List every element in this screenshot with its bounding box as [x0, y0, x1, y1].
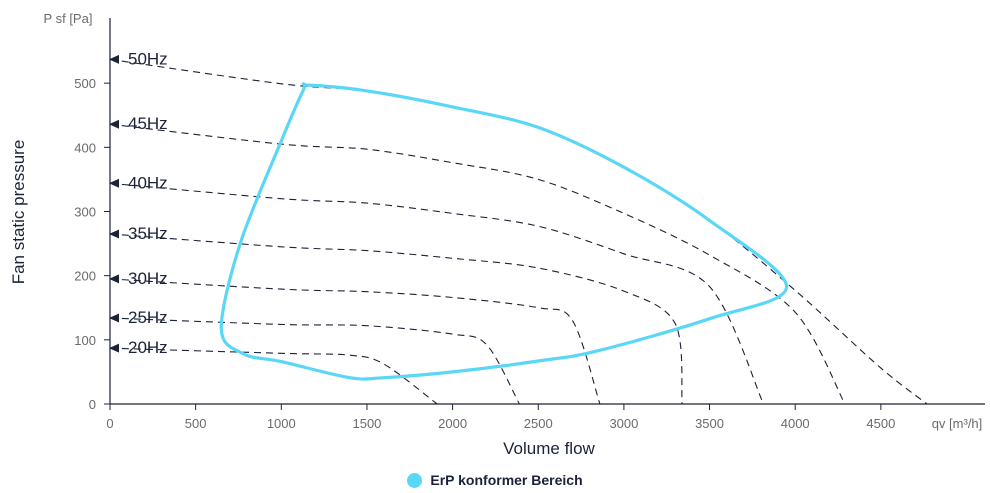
- legend-marker: [407, 473, 423, 488]
- axes-layer: [104, 18, 985, 410]
- y-axis-title: Fan static pressure: [9, 140, 28, 285]
- speed-label: 50Hz: [128, 49, 168, 68]
- legend-label: ErP konformer Bereich: [430, 472, 583, 488]
- y-tick-label: 300: [74, 204, 96, 219]
- speed-curve: [109, 347, 438, 405]
- x-tick-label: 3000: [609, 416, 638, 431]
- speed-marker-arrow: [109, 119, 119, 129]
- speed-label: 25Hz: [128, 308, 168, 327]
- erp-area-layer: [219, 82, 789, 381]
- x-tick-label: 500: [185, 416, 207, 431]
- x-tick-label: 1500: [352, 416, 381, 431]
- y-tick-label: 400: [74, 140, 96, 155]
- speed-curve: [109, 58, 928, 405]
- x-tick-label: 2500: [524, 416, 553, 431]
- speed-label: 35Hz: [128, 224, 168, 243]
- speed-marker-arrow: [109, 54, 119, 64]
- speed-curve: [109, 278, 601, 405]
- y-tick-label: 200: [74, 269, 96, 284]
- speed-curves-layer: [109, 58, 928, 405]
- speed-marker-arrow: [109, 274, 119, 284]
- chart: 0 100 200 300 400 500 0 500 1000 1500 2000 2500 3000…: [9, 11, 985, 458]
- x-tick-label: 3500: [695, 416, 724, 431]
- x-tick-label: 1000: [267, 416, 296, 431]
- y-tick-label: 500: [74, 76, 96, 91]
- y-tick-label: 100: [74, 333, 96, 348]
- labels-layer: 0 100 200 300 400 500 0 500 1000 1500 2000 2500 3000…: [9, 11, 982, 458]
- speed-curve: [109, 123, 846, 405]
- x-tick-label: 2000: [438, 416, 467, 431]
- speed-curve: [109, 233, 683, 405]
- x-axis-title: Volume flow: [503, 439, 595, 458]
- speed-curve: [109, 317, 520, 405]
- speed-marker-arrow: [109, 343, 119, 353]
- y-unit-label: P sf [Pa]: [44, 11, 93, 26]
- y-tick-label: 0: [89, 397, 96, 412]
- speed-curve: [109, 182, 765, 405]
- speed-label: 40Hz: [128, 173, 168, 192]
- speed-marker-arrow: [109, 313, 119, 323]
- speed-label: 20Hz: [128, 338, 168, 357]
- speed-label: 45Hz: [128, 114, 168, 133]
- x-tick-label: 0: [106, 416, 113, 431]
- erp-area-outline: [219, 82, 789, 381]
- speed-label: 30Hz: [128, 269, 168, 288]
- x-tick-label: 4500: [866, 416, 895, 431]
- legend[interactable]: ErP konformer Bereich: [0, 472, 990, 488]
- x-tick-label: 4000: [781, 416, 810, 431]
- x-unit-label: qv [m³/h]: [932, 416, 983, 431]
- speed-marker-arrow: [109, 229, 119, 239]
- speed-marker-arrow: [109, 178, 119, 188]
